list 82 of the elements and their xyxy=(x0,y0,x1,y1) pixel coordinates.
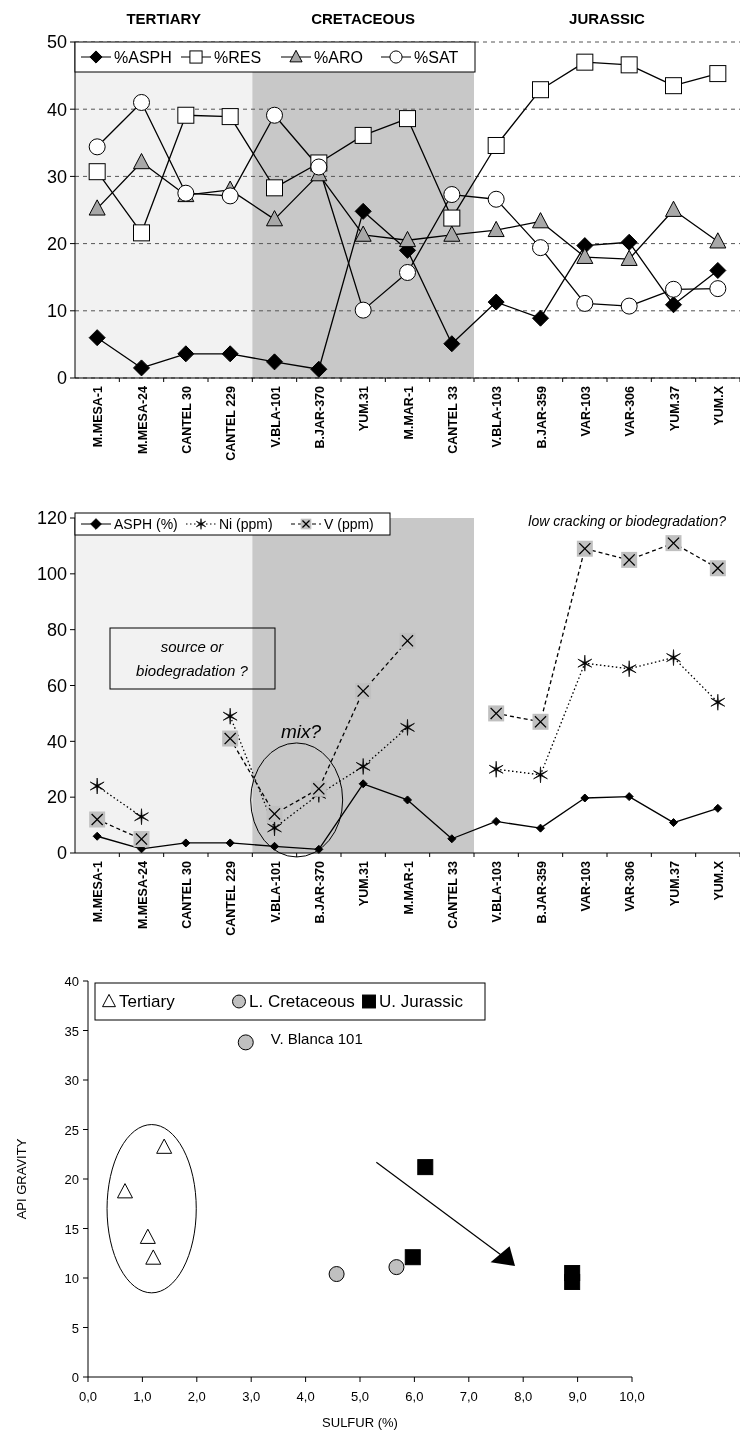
x-tick-label: 7,0 xyxy=(459,1389,478,1404)
x-tick-label: 0,0 xyxy=(78,1389,98,1404)
x-tick-label: B.JAR-370 xyxy=(312,385,327,449)
y-tick-label: 50 xyxy=(46,32,67,53)
x-tick-label: V.BLA-103 xyxy=(490,385,505,448)
y-tick-label: 40 xyxy=(64,974,79,989)
x-tick-label: CANTEL 30 xyxy=(179,385,194,454)
y-tick-label: 35 xyxy=(64,1023,79,1039)
x-tick-label: CANTEL 229 xyxy=(224,385,239,461)
annotation: source or biodegradation ? xyxy=(136,638,249,679)
x-tick-label: B.JAR-359 xyxy=(534,385,549,449)
band-label: TERTIARY xyxy=(126,10,201,27)
y-tick-label: 80 xyxy=(46,619,67,640)
legend-label: %ARO xyxy=(314,48,363,66)
legend-label: Tertiary xyxy=(119,992,176,1012)
x-tick-label: B.JAR-359 xyxy=(534,860,549,924)
x-axis-title: SULFUR (%) xyxy=(322,1415,398,1430)
x-tick-label: M.MESA-1 xyxy=(91,385,106,448)
legend-label: U. Jurassic xyxy=(379,992,464,1012)
x-tick-label: CANTEL 229 xyxy=(224,860,239,936)
y-tick-label: 0 xyxy=(56,843,67,864)
y-tick-label: 40 xyxy=(46,731,67,752)
x-tick-label: YUM.31 xyxy=(357,860,372,907)
y-tick-label: 5 xyxy=(71,1320,79,1336)
band-label: CRETACEOUS xyxy=(311,10,416,27)
x-tick-label: CANTEL 33 xyxy=(445,385,460,454)
annotation: V. Blanca 101 xyxy=(270,1030,363,1048)
y-tick-label: 10 xyxy=(64,1271,79,1286)
x-tick-label: B.JAR-370 xyxy=(312,860,327,924)
legend-label: Ni (ppm) xyxy=(219,515,273,532)
y-tick-label: 25 xyxy=(64,1122,79,1138)
y-tick-label: 15 xyxy=(64,1221,79,1237)
text: JURASSIC xyxy=(569,10,646,27)
y-tick-label: 100 xyxy=(36,564,67,585)
annotation: low cracking or biodegradation? xyxy=(528,513,727,529)
y-tick-label: 20 xyxy=(46,233,67,254)
x-tick-label: YUM.X xyxy=(711,860,726,901)
x-tick-label: V.BLA-101 xyxy=(268,860,283,923)
x-tick-label: 6,0 xyxy=(405,1389,424,1404)
legend-label: V (ppm) xyxy=(324,515,374,532)
x-tick-label: M.MESA-1 xyxy=(91,860,106,923)
x-tick-label: VAR-103 xyxy=(578,860,593,912)
x-tick-label: 2,0 xyxy=(187,1389,206,1404)
x-tick-label: YUM.31 xyxy=(357,385,372,432)
x-tick-label: V.BLA-101 xyxy=(268,385,283,448)
x-tick-label: CANTEL 33 xyxy=(445,860,460,929)
legend-label: %SAT xyxy=(414,48,459,66)
legend-label: %ASPH xyxy=(114,48,172,66)
x-tick-label: YUM.37 xyxy=(667,860,682,907)
legend-label: ASPH (%) xyxy=(114,515,178,532)
y-tick-label: 0 xyxy=(71,1370,79,1385)
y-tick-label: 20 xyxy=(46,787,67,808)
y-tick-label: 30 xyxy=(64,1073,79,1088)
annotation: mix? xyxy=(280,721,322,742)
x-tick-label: 9,0 xyxy=(568,1389,587,1404)
x-tick-label: 10,0 xyxy=(619,1389,645,1404)
legend-label: %RES xyxy=(214,48,262,66)
x-tick-label: 5,0 xyxy=(350,1389,370,1404)
x-tick-label: M.MESA-24 xyxy=(135,385,150,455)
x-tick-label: VAR-103 xyxy=(578,385,593,437)
y-tick-label: 40 xyxy=(46,99,67,120)
x-tick-label: 8,0 xyxy=(514,1389,533,1404)
x-tick-label: 1,0 xyxy=(133,1389,152,1404)
y-tick-label: 30 xyxy=(46,166,67,187)
x-tick-label: M.MESA-24 xyxy=(135,860,150,930)
y-tick-label: 120 xyxy=(36,508,67,529)
y-tick-label: 20 xyxy=(64,1172,79,1187)
x-tick-label: VAR-306 xyxy=(623,385,638,437)
legend-label: L. Cretaceous xyxy=(249,992,355,1012)
x-tick-label: 3,0 xyxy=(242,1389,261,1404)
x-tick-label: YUM.37 xyxy=(667,385,682,432)
y-tick-label: 0 xyxy=(56,368,67,389)
y-tick-label: 10 xyxy=(46,301,67,322)
y-axis-title: API GRAVITY xyxy=(14,1138,29,1220)
x-tick-label: V.BLA-103 xyxy=(490,860,505,923)
x-tick-label: VAR-306 xyxy=(623,860,638,912)
x-tick-label: M.MAR-1 xyxy=(401,385,416,440)
x-tick-label: M.MAR-1 xyxy=(401,860,416,915)
x-tick-label: YUM.X xyxy=(711,385,726,426)
y-tick-label: 60 xyxy=(46,675,67,696)
x-tick-label: 4,0 xyxy=(296,1389,315,1404)
x-tick-label: CANTEL 30 xyxy=(179,860,194,929)
